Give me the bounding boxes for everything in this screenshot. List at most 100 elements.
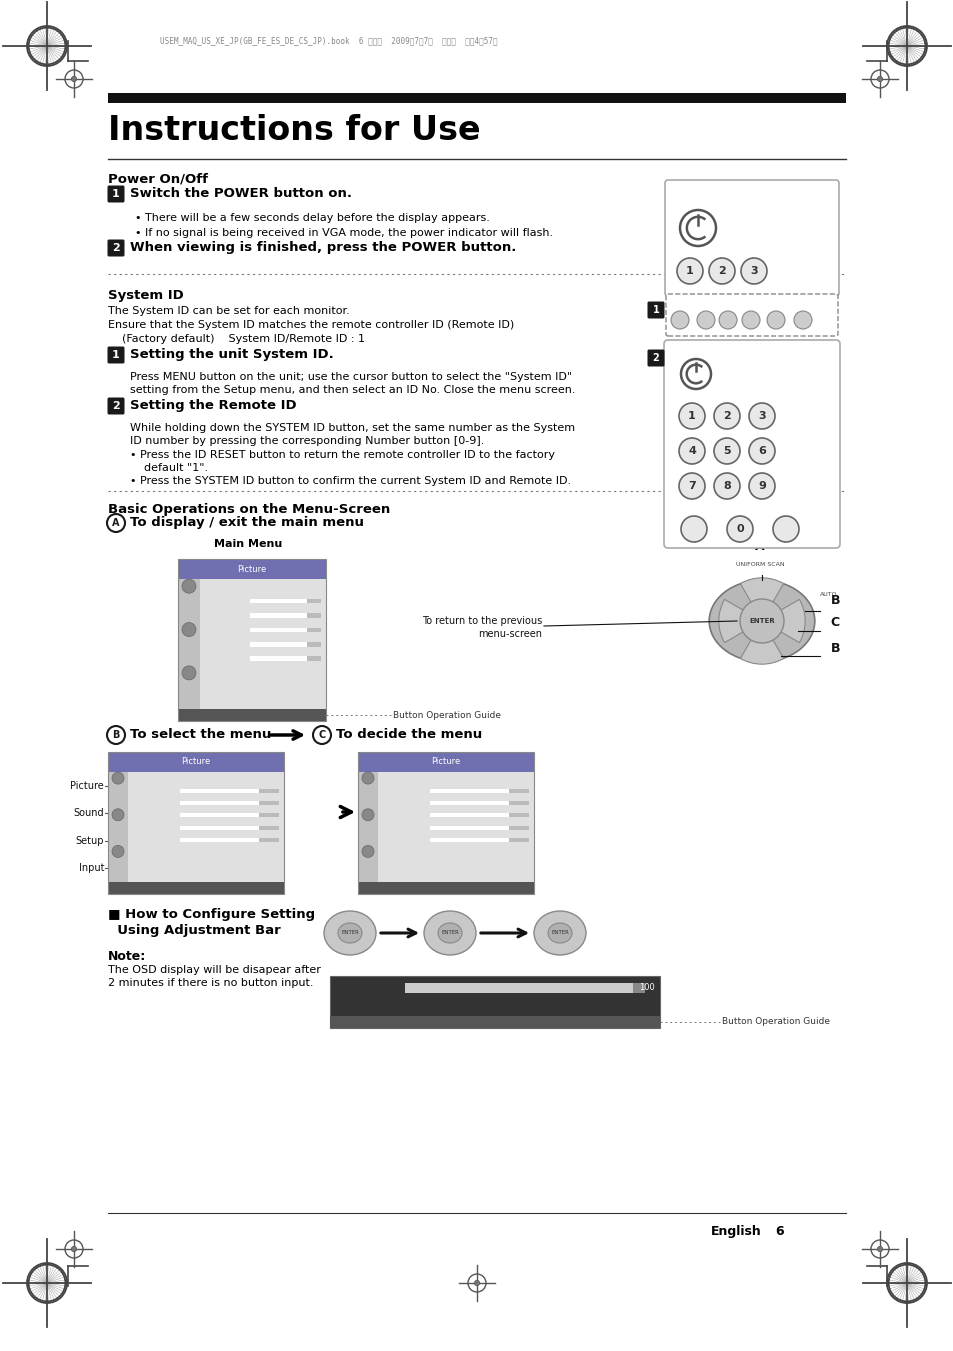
Circle shape xyxy=(697,311,714,330)
Text: Mode: Mode xyxy=(131,775,148,781)
Bar xyxy=(250,642,307,647)
Text: ↕Move: ↕Move xyxy=(181,712,198,717)
Text: ↕Move: ↕Move xyxy=(360,885,377,890)
Bar xyxy=(357,753,534,771)
Text: Button Operation Guide: Button Operation Guide xyxy=(393,711,500,720)
Text: ↵Enter: ↵Enter xyxy=(218,712,235,717)
Wedge shape xyxy=(740,578,782,621)
Bar xyxy=(357,771,534,882)
Text: B: B xyxy=(829,643,839,655)
Text: MENU: MENU xyxy=(729,617,734,634)
Text: PHASE: PHASE xyxy=(745,301,765,305)
Text: 45: 45 xyxy=(314,612,323,617)
Text: 2: 2 xyxy=(718,266,725,276)
Ellipse shape xyxy=(324,911,375,955)
Text: To return to the previous: To return to the previous xyxy=(421,616,541,626)
Text: Instructions for Use: Instructions for Use xyxy=(108,113,480,147)
Text: 3: 3 xyxy=(749,266,757,276)
Text: (Factory default)    System ID/Remote ID : 1: (Factory default) System ID/Remote ID : … xyxy=(108,334,365,345)
Text: C: C xyxy=(318,730,325,740)
Bar xyxy=(250,657,307,661)
Text: Mode: Mode xyxy=(380,775,397,781)
Bar xyxy=(178,559,326,721)
Text: Color: Color xyxy=(380,824,397,830)
Text: default "1".: default "1". xyxy=(130,463,208,473)
Text: Setup: Setup xyxy=(75,836,104,846)
Bar xyxy=(178,559,326,580)
Text: Picture: Picture xyxy=(181,758,211,766)
Text: • Press the SYSTEM ID button to confirm the current System ID and Remote ID.: • Press the SYSTEM ID button to confirm … xyxy=(130,476,571,486)
Bar xyxy=(250,598,307,603)
Circle shape xyxy=(877,76,882,81)
Circle shape xyxy=(112,846,124,858)
Text: : 10: : 10 xyxy=(252,685,264,690)
Bar xyxy=(180,838,278,842)
Circle shape xyxy=(107,513,125,532)
Text: R 50: R 50 xyxy=(517,836,531,842)
Text: USEM_MAQ_US_XE_JP(GB_FE_ES_DE_CS_JP).book  6 ページ  2009年7月7日  火曜日  午後4時57分: USEM_MAQ_US_XE_JP(GB_FE_ES_DE_CS_JP).boo… xyxy=(160,36,497,46)
Circle shape xyxy=(708,258,734,284)
Circle shape xyxy=(772,516,799,542)
Text: 2 minutes if there is no button input.: 2 minutes if there is no button input. xyxy=(108,978,314,988)
Text: ↵Return: ↵Return xyxy=(544,1020,567,1024)
Text: When viewing is finished, press the POWER button.: When viewing is finished, press the POWE… xyxy=(130,240,516,254)
Text: To display / exit the main menu: To display / exit the main menu xyxy=(130,516,364,530)
Circle shape xyxy=(740,598,783,643)
Text: Input: Input xyxy=(78,863,104,873)
Text: The OSD display will be disapear after: The OSD display will be disapear after xyxy=(108,965,320,975)
Text: ▲: ▲ xyxy=(387,978,393,984)
Text: • Press the ID RESET button to return the remote controller ID to the factory: • Press the ID RESET button to return th… xyxy=(130,450,555,459)
Bar xyxy=(180,801,278,805)
Text: 2: 2 xyxy=(652,353,659,363)
Circle shape xyxy=(679,403,704,430)
Text: 55: 55 xyxy=(522,824,531,830)
Text: Switch the POWER button on.: Switch the POWER button on. xyxy=(130,186,352,200)
Bar xyxy=(250,628,320,632)
Ellipse shape xyxy=(708,580,814,662)
Text: 5: 5 xyxy=(722,446,730,457)
FancyBboxPatch shape xyxy=(108,185,125,203)
Text: ENTER: ENTER xyxy=(341,931,358,935)
Text: ►: ► xyxy=(318,584,323,589)
Text: Using Adjustment Bar: Using Adjustment Bar xyxy=(108,924,280,938)
Text: ■ How to Configure Setting: ■ How to Configure Setting xyxy=(108,908,314,921)
Text: 1: 1 xyxy=(112,350,120,359)
Bar xyxy=(250,613,307,617)
Text: : Normal: : Normal xyxy=(252,670,278,676)
Text: Contrast: Contrast xyxy=(203,597,232,604)
Text: Contrast: Contrast xyxy=(380,788,408,793)
Text: Color Tone: Color Tone xyxy=(203,670,238,676)
Bar xyxy=(330,1016,659,1028)
Circle shape xyxy=(748,403,774,430)
Text: Setting the unit System ID.: Setting the unit System ID. xyxy=(130,349,334,361)
Text: MENU: MENU xyxy=(676,301,694,305)
Circle shape xyxy=(71,76,76,81)
Ellipse shape xyxy=(437,923,461,943)
Bar xyxy=(180,825,259,830)
Text: menu-screen: menu-screen xyxy=(477,630,541,639)
Text: Picture: Picture xyxy=(431,758,460,766)
Text: ↵Return: ↵Return xyxy=(448,885,468,890)
Bar xyxy=(430,801,509,805)
FancyBboxPatch shape xyxy=(665,295,837,336)
Text: Setting the Remote ID: Setting the Remote ID xyxy=(130,399,296,412)
Circle shape xyxy=(719,311,737,330)
Bar xyxy=(180,825,278,830)
Text: ▿More: ▿More xyxy=(380,873,399,878)
Text: R 50: R 50 xyxy=(309,657,323,661)
Bar xyxy=(430,789,509,793)
Text: B: B xyxy=(112,730,119,740)
Text: ►: ► xyxy=(274,775,278,781)
Circle shape xyxy=(361,809,374,821)
Text: 1: 1 xyxy=(112,189,120,199)
Text: ↵Return: ↵Return xyxy=(198,885,218,890)
Ellipse shape xyxy=(337,923,361,943)
Bar xyxy=(430,801,529,805)
Text: ►: ► xyxy=(524,861,529,866)
Circle shape xyxy=(713,438,740,463)
Circle shape xyxy=(182,580,195,593)
Bar xyxy=(180,789,259,793)
Circle shape xyxy=(766,311,784,330)
Text: Sharpness: Sharpness xyxy=(203,627,237,632)
Text: Backlight: Backlight xyxy=(131,861,160,866)
